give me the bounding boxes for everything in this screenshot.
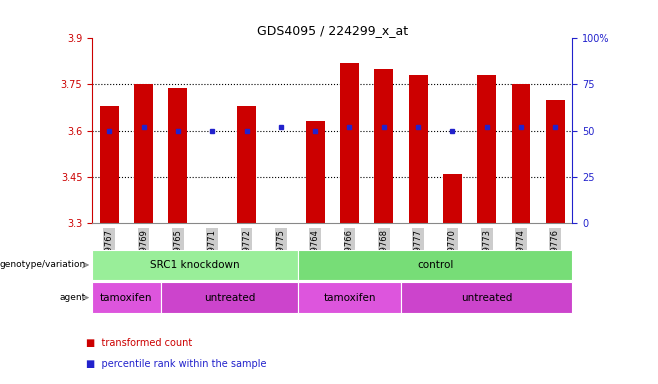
Bar bbox=[92, 250, 298, 280]
Bar bbox=[92, 282, 161, 313]
Bar bbox=[340, 63, 359, 223]
Bar bbox=[161, 282, 298, 313]
Bar bbox=[237, 106, 256, 223]
Bar bbox=[477, 75, 496, 223]
Bar bbox=[298, 250, 572, 280]
Text: ■  percentile rank within the sample: ■ percentile rank within the sample bbox=[86, 359, 266, 369]
Text: untreated: untreated bbox=[461, 293, 513, 303]
Bar bbox=[374, 69, 393, 223]
Bar bbox=[298, 282, 401, 313]
Text: tamoxifen: tamoxifen bbox=[323, 293, 376, 303]
Title: GDS4095 / 224299_x_at: GDS4095 / 224299_x_at bbox=[257, 24, 408, 37]
Text: untreated: untreated bbox=[204, 293, 255, 303]
Text: SRC1 knockdown: SRC1 knockdown bbox=[150, 260, 240, 270]
Text: genotype/variation: genotype/variation bbox=[0, 260, 86, 270]
Bar bbox=[409, 75, 428, 223]
Bar bbox=[511, 84, 530, 223]
Text: tamoxifen: tamoxifen bbox=[100, 293, 153, 303]
Bar bbox=[100, 106, 118, 223]
Text: agent: agent bbox=[59, 293, 86, 302]
Bar bbox=[546, 100, 565, 223]
Bar bbox=[306, 121, 324, 223]
Bar bbox=[443, 174, 462, 223]
Bar bbox=[134, 84, 153, 223]
Bar bbox=[401, 282, 572, 313]
Text: control: control bbox=[417, 260, 453, 270]
Bar bbox=[168, 88, 188, 223]
Text: ■  transformed count: ■ transformed count bbox=[86, 338, 191, 348]
